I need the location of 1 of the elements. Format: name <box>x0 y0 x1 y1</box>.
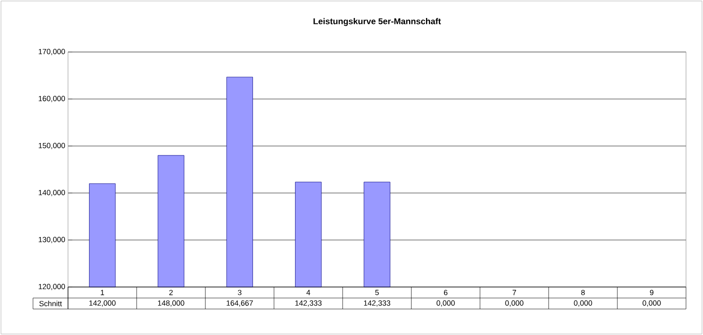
chart-title: Leistungskurve 5er-Mannschaft <box>314 18 441 26</box>
